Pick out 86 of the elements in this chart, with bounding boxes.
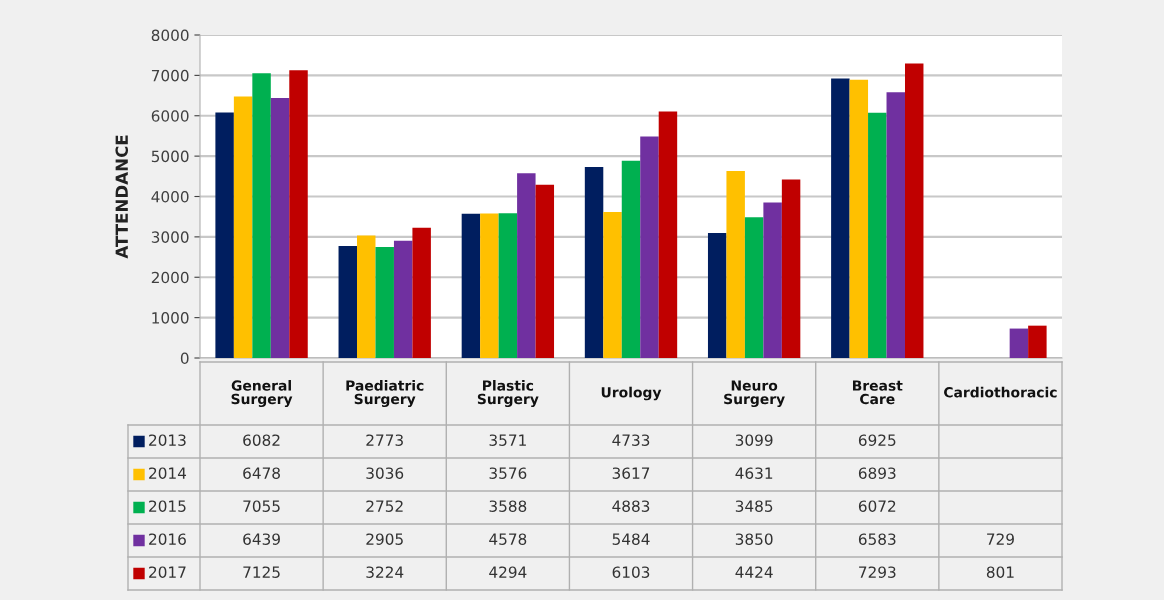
data-label: 6072 xyxy=(858,500,896,512)
bar xyxy=(393,240,413,358)
bar xyxy=(904,63,924,358)
bar xyxy=(1028,325,1047,358)
data-label: 801 xyxy=(986,566,1014,578)
x-tick-label: Neuro Surgery xyxy=(724,380,785,407)
data-label: 3617 xyxy=(612,467,650,479)
bar xyxy=(831,78,850,358)
bar xyxy=(215,112,234,358)
data-label: 6893 xyxy=(858,467,896,479)
data-label: 4294 xyxy=(489,566,527,578)
bar xyxy=(1009,328,1029,358)
data-label: 6439 xyxy=(243,533,280,545)
data-label: 3850 xyxy=(735,533,773,545)
bar xyxy=(338,246,358,358)
data-label: 4578 xyxy=(489,533,527,545)
bar xyxy=(412,227,431,358)
data-label: 4883 xyxy=(612,500,650,512)
data-label: 3576 xyxy=(489,467,527,479)
y-tick-label: 2000 xyxy=(151,271,189,284)
bar xyxy=(584,166,604,358)
data-label: 6082 xyxy=(243,434,280,446)
bar xyxy=(357,235,376,358)
bar xyxy=(375,246,394,358)
bar xyxy=(849,79,869,358)
y-tick-label: 8000 xyxy=(151,29,189,42)
bar xyxy=(233,96,253,358)
bar xyxy=(640,136,659,358)
data-label: 3588 xyxy=(489,500,527,512)
bar xyxy=(726,171,745,358)
bar xyxy=(498,213,518,358)
bar xyxy=(658,111,678,358)
y-axis-title: ATTENDANCE xyxy=(115,135,129,259)
legend-label: 2016 xyxy=(149,533,186,545)
bar xyxy=(886,92,905,358)
x-tick-label: Breast Care xyxy=(853,380,903,405)
bar xyxy=(270,98,290,358)
data-label: 7125 xyxy=(243,566,280,578)
bar xyxy=(480,213,499,358)
data-label: 3224 xyxy=(366,566,404,578)
bar xyxy=(744,217,764,358)
data-label: 2905 xyxy=(366,533,403,545)
legend-label: 2017 xyxy=(149,566,186,578)
data-label: 3571 xyxy=(489,434,526,446)
y-tick-label: 1000 xyxy=(152,312,189,324)
x-tick-label: Cardiothoracic xyxy=(944,386,1057,398)
data-label: 6583 xyxy=(858,533,896,545)
x-tick-label: Plastic Surgery xyxy=(477,380,539,407)
y-tick-label: 5000 xyxy=(151,150,189,163)
bar xyxy=(763,202,782,358)
data-label: 6478 xyxy=(243,467,280,479)
data-label: 6925 xyxy=(858,434,896,446)
data-label: 7293 xyxy=(859,566,896,578)
data-label: 7055 xyxy=(243,500,280,512)
data-label: 3036 xyxy=(366,467,404,479)
data-label: 5484 xyxy=(612,533,650,545)
legend-label: 2014 xyxy=(149,467,187,479)
bar xyxy=(461,213,481,358)
y-tick-label: 7000 xyxy=(151,69,189,82)
data-label: 2752 xyxy=(366,500,403,512)
bar xyxy=(707,232,727,358)
legend-label: 2015 xyxy=(149,500,186,512)
data-label: 6103 xyxy=(612,566,650,578)
y-tick-label: 0 xyxy=(180,352,189,365)
x-tick-label: General Surgery xyxy=(231,380,293,407)
x-tick-label: Urology xyxy=(601,386,662,401)
bar xyxy=(868,112,887,358)
data-label: 4424 xyxy=(735,566,773,578)
bar xyxy=(621,160,641,358)
data-label: 3485 xyxy=(735,500,773,512)
data-label: 729 xyxy=(987,533,1014,545)
data-label: 2773 xyxy=(366,434,403,446)
bar xyxy=(252,73,271,358)
x-tick-label: Paediatric Surgery xyxy=(346,380,424,407)
data-label: 4631 xyxy=(735,467,773,479)
y-tick-label: 3000 xyxy=(151,231,189,243)
data-label: 4733 xyxy=(612,434,650,446)
bar xyxy=(289,70,308,358)
bar xyxy=(517,173,536,358)
data-label: 3099 xyxy=(735,434,773,446)
y-tick-label: 4000 xyxy=(151,190,189,203)
bar xyxy=(603,211,622,358)
y-tick-label: 6000 xyxy=(151,110,189,122)
legend-label: 2013 xyxy=(149,434,186,446)
bar xyxy=(535,184,555,358)
bar xyxy=(781,179,801,358)
